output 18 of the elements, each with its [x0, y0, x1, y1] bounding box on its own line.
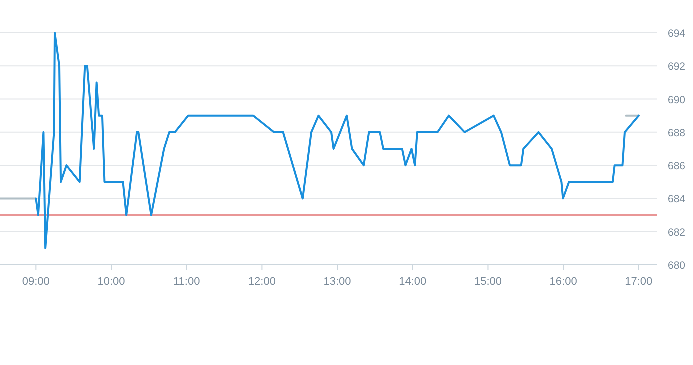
y-tick-label: 690	[668, 94, 686, 106]
line-series	[35, 32, 640, 250]
x-tick-label: 15:00	[474, 276, 502, 288]
x-tick-label: 11:00	[173, 276, 200, 288]
x-tick-label: 09:00	[22, 276, 50, 288]
y-tick-label: 692	[668, 61, 686, 74]
y-tick-label: 688	[668, 127, 686, 140]
x-tick-label: 10:00	[98, 276, 126, 288]
x-tick-label: 16:00	[550, 276, 578, 288]
x-tick-label: 13:00	[324, 276, 352, 288]
y-tick-label: 680	[668, 260, 686, 272]
x-tick-label: 17:00	[625, 276, 653, 288]
x-tick-label: 12:00	[248, 276, 276, 288]
x-tick-label: 14:00	[399, 276, 427, 288]
y-tick-label: 694	[668, 28, 686, 40]
y-tick-label: 682	[668, 226, 686, 239]
y-tick-label: 684	[668, 194, 686, 206]
y-tick-label: 686	[668, 160, 686, 173]
